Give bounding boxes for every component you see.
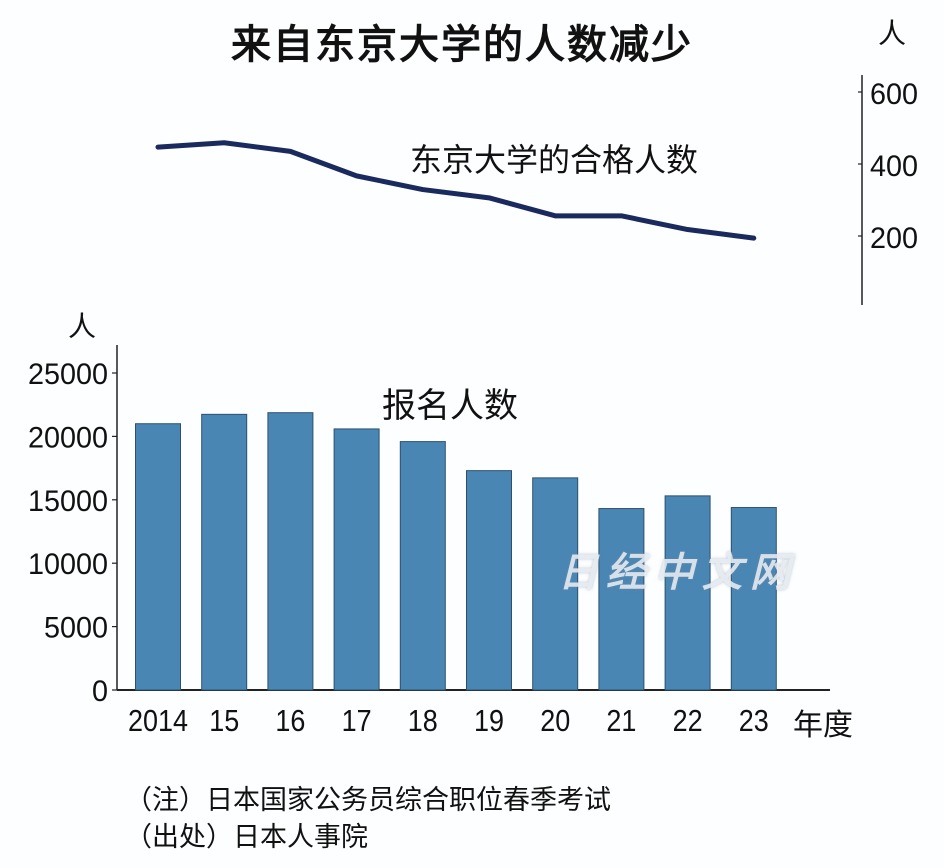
x-tick-label: 20 <box>540 703 570 738</box>
bar-y-tick-label: 20000 <box>28 421 108 454</box>
x-tick-label: 17 <box>342 703 372 738</box>
bar-18 <box>399 441 446 691</box>
bar-17 <box>333 428 380 691</box>
bar-y-tick-label: 25000 <box>28 358 108 391</box>
x-tick-label: 23 <box>739 703 769 738</box>
line-series-label: 东京大学的合格人数 <box>410 141 699 179</box>
source-line: （出处）日本人事院 <box>125 822 368 853</box>
x-tick-label: 15 <box>209 703 239 738</box>
bar-unit-label: 人 <box>68 310 97 343</box>
note-line: （注）日本国家公务员综合职位春季考试 <box>125 785 611 816</box>
bar-y-tick-label: 15000 <box>28 485 108 518</box>
x-tick-label: 21 <box>606 703 636 738</box>
bar-y-tick-label: 0 <box>92 675 108 708</box>
chart-title: 来自东京大学的人数减少 <box>231 22 693 68</box>
x-tick-label: 2014 <box>128 703 188 738</box>
line-y-tick-label: 200 <box>870 222 918 255</box>
bar-23 <box>730 507 777 691</box>
x-tick-label: 16 <box>275 703 305 738</box>
watermark: 日经中文网 <box>558 550 798 596</box>
bar-20 <box>532 477 579 691</box>
bar-y-tick-label: 5000 <box>44 612 108 645</box>
bar-22 <box>664 495 711 691</box>
line-unit-label: 人 <box>878 17 907 50</box>
bar-2014 <box>135 423 181 691</box>
bar-19 <box>466 470 512 691</box>
line-y-tick-label: 600 <box>870 78 918 111</box>
line-y-tick-label: 400 <box>870 150 918 183</box>
bar-16 <box>267 412 314 691</box>
x-axis-suffix: 年度 <box>793 708 853 743</box>
bar-15 <box>201 413 248 691</box>
line-series <box>155 140 757 241</box>
x-tick-label: 22 <box>673 703 703 738</box>
x-tick-label: 18 <box>408 703 438 738</box>
x-tick-label: 19 <box>474 703 504 738</box>
bar-21 <box>598 508 645 691</box>
bar-series-label: 报名人数 <box>382 386 518 426</box>
bar-y-tick-label: 10000 <box>28 548 108 581</box>
